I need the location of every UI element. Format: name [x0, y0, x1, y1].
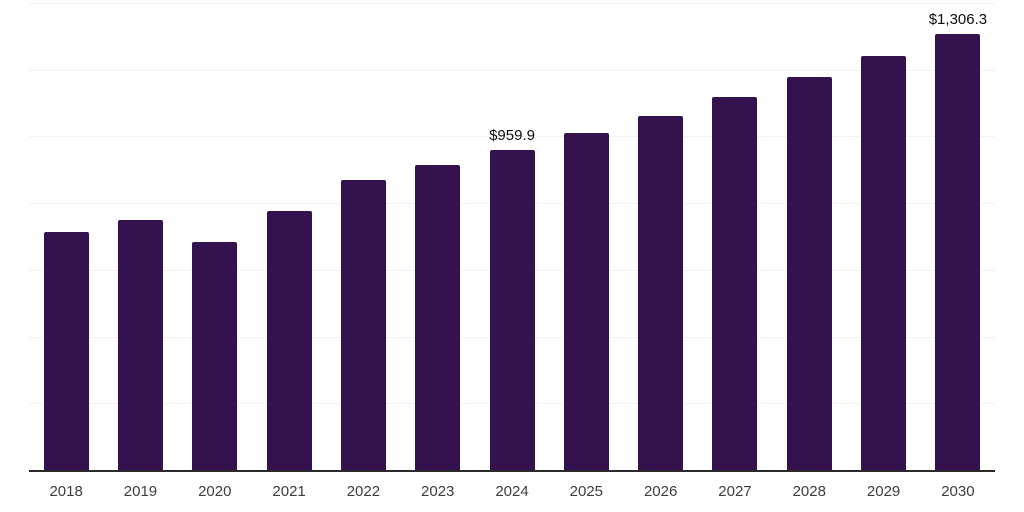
bar-2030 — [935, 34, 981, 470]
x-tick-label-2020: 2020 — [198, 483, 232, 500]
x-tick-label-2019: 2019 — [123, 483, 158, 500]
gridline-1000 — [29, 136, 995, 138]
x-tick-label-2029: 2029 — [866, 483, 901, 500]
x-tick-label-2021: 2021 — [272, 483, 306, 500]
x-tick-label-2025: 2025 — [569, 483, 604, 500]
x-tick-label-2023: 2023 — [421, 483, 455, 500]
bar-slot-2018 — [29, 3, 103, 470]
bar-value-label-2024: $959.9 — [489, 126, 535, 144]
bar-2018 — [43, 232, 89, 470]
x-axis-tick-labels: 2018 2019 2020 2021 2022 2023 2024 2025 2026 2027… — [29, 484, 995, 500]
x-tick-label-2018: 2018 — [49, 483, 83, 500]
x-tick-label-2026: 2026 — [643, 483, 678, 500]
bar-2021 — [266, 211, 312, 470]
x-tick-label-2027: 2027 — [718, 483, 752, 500]
bar-2022 — [340, 180, 386, 470]
bar-2027 — [712, 97, 758, 470]
bar-slot-2021 — [252, 3, 326, 470]
bars-container: $959.9 $1,306.3 — [29, 3, 995, 470]
bar-2026 — [638, 115, 684, 470]
bar-2023 — [415, 165, 461, 470]
x-tick-label-2024: 2024 — [495, 483, 529, 500]
bar-slot-2019 — [103, 3, 177, 470]
bar-2024 — [489, 149, 535, 470]
plot-area: $959.9 $1,306.3 — [29, 3, 995, 472]
bar-2019 — [117, 219, 163, 470]
bar-slot-2028 — [772, 3, 846, 470]
bar-value-label-2030: $1,306.3 — [928, 11, 988, 29]
bar-2025 — [563, 133, 609, 470]
bar-slot-2025 — [549, 3, 623, 470]
bar-slot-2030: $1,306.3 — [921, 3, 995, 470]
bar-slot-2027 — [698, 3, 772, 470]
bar-slot-2026 — [624, 3, 698, 470]
x-tick-label-2028: 2028 — [792, 483, 826, 500]
gridline-1200 — [29, 69, 995, 71]
bar-slot-2023 — [401, 3, 475, 470]
bar-2020 — [192, 241, 238, 470]
bar-slot-2024: $959.9 — [475, 3, 549, 470]
bar-2028 — [786, 77, 832, 470]
x-tick-label-2022: 2022 — [346, 483, 381, 500]
bar-2029 — [861, 56, 907, 470]
bar-slot-2029 — [846, 3, 920, 470]
x-tick-label-2030: 2030 — [941, 483, 975, 500]
bar-slot-2020 — [178, 3, 252, 470]
bar-slot-2022 — [326, 3, 400, 470]
gridline-1400 — [29, 3, 995, 4]
